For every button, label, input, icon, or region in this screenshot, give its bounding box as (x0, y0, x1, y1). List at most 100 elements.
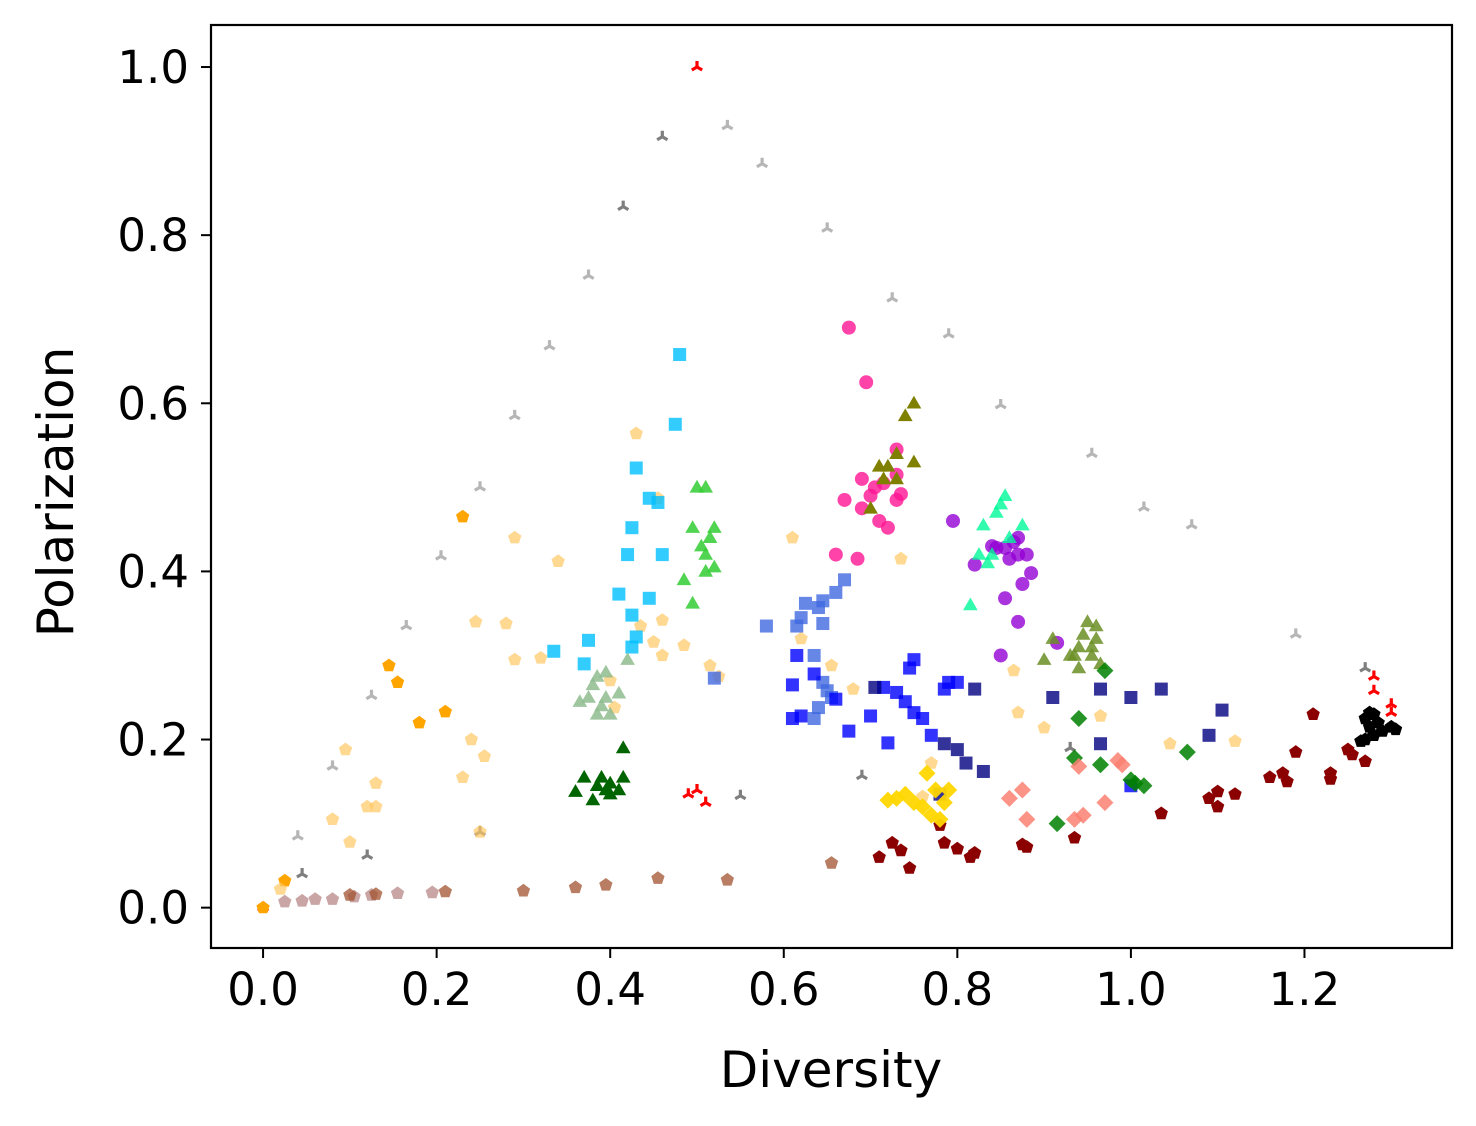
data-point (916, 712, 930, 726)
data-point (698, 563, 713, 577)
data-point (1094, 737, 1108, 751)
data-point (655, 648, 669, 662)
data-point (1019, 547, 1034, 562)
data-point (854, 471, 869, 486)
data-point (914, 798, 932, 816)
data-point (602, 775, 618, 789)
data-point (602, 706, 618, 720)
data-point (1388, 722, 1403, 736)
data-point (897, 408, 913, 422)
data-point (464, 732, 478, 746)
data-point (756, 157, 769, 169)
data-point (1362, 705, 1377, 719)
data-point (984, 547, 1000, 560)
data-point (673, 348, 687, 362)
data-point (1096, 794, 1114, 812)
series-cornflower-sq (707, 573, 852, 726)
y-axis-ticks: 0.0 0.2 0.4 0.6 0.8 1.0 (117, 41, 211, 935)
data-point (343, 888, 357, 901)
data-point (993, 496, 1009, 510)
data-point (807, 648, 821, 662)
data-point (703, 658, 717, 672)
data-point (993, 648, 1008, 663)
data-point (360, 799, 374, 813)
data-point (790, 648, 804, 662)
series-silver-tri (291, 119, 1302, 841)
data-point (1137, 501, 1150, 512)
data-point (1367, 728, 1381, 741)
series-brown-pent (278, 885, 439, 908)
data-point (841, 320, 856, 335)
data-point (829, 585, 843, 599)
data-point (702, 530, 718, 543)
data-point (824, 658, 839, 672)
data-point (976, 764, 990, 778)
data-point (1202, 791, 1216, 804)
data-point (931, 810, 949, 828)
data-point (585, 677, 601, 691)
data-point (698, 547, 713, 560)
data-point (935, 794, 953, 812)
data-point (876, 471, 891, 485)
data-point (989, 505, 1004, 518)
data-point (707, 671, 721, 685)
data-point (1067, 648, 1082, 661)
data-point (1007, 663, 1021, 677)
series-black-pent (1354, 705, 1403, 747)
data-point (568, 784, 583, 797)
data-point (924, 728, 938, 742)
data-point (629, 426, 643, 440)
x-axis-label: Diversity (720, 1041, 942, 1099)
data-point (1064, 741, 1077, 753)
data-point (950, 743, 964, 757)
data-point (924, 756, 938, 769)
data-point (1002, 530, 1017, 543)
data-point (855, 769, 868, 781)
data-point (707, 520, 722, 533)
data-point (1215, 703, 1229, 717)
data-point (937, 835, 951, 849)
data-point (880, 520, 895, 535)
data-point (611, 685, 627, 699)
data-point (1163, 736, 1177, 750)
data-point (1084, 648, 1100, 661)
data-point (1306, 707, 1320, 720)
data-point (1211, 799, 1225, 813)
data-point (1358, 754, 1372, 767)
data-point (1354, 734, 1368, 747)
data-point (889, 446, 904, 459)
data-point (889, 492, 904, 507)
data-point (551, 554, 565, 567)
data-point (1135, 777, 1153, 795)
data-point (959, 756, 973, 770)
data-point (1013, 781, 1031, 799)
data-point (594, 698, 609, 712)
data-point (1228, 734, 1242, 747)
data-point (474, 481, 486, 492)
data-point (691, 61, 703, 72)
data-point (612, 587, 626, 601)
y-tick-label: 0.2 (117, 714, 189, 767)
data-point (785, 530, 800, 544)
data-point (971, 547, 987, 560)
data-point (829, 692, 843, 706)
data-point (1185, 519, 1198, 530)
data-point (1088, 618, 1104, 632)
data-point (435, 550, 447, 561)
series-orange-pent (256, 509, 470, 914)
data-point (868, 680, 882, 694)
data-point (1046, 690, 1060, 704)
data-point (685, 520, 700, 533)
data-point (594, 769, 609, 783)
data-point (1000, 789, 1018, 807)
data-point (655, 613, 669, 626)
x-tick-label: 0.4 (574, 963, 646, 1016)
data-point (691, 784, 703, 795)
data-point (534, 651, 548, 664)
x-axis-ticks: 0.0 0.2 0.4 0.6 0.8 1.0 1.2 (227, 948, 1340, 1016)
data-point (615, 769, 631, 783)
data-point (1385, 706, 1398, 717)
y-axis-label: Polarization (27, 347, 85, 638)
series-blue-sq (785, 648, 1138, 793)
data-point (1367, 670, 1380, 681)
